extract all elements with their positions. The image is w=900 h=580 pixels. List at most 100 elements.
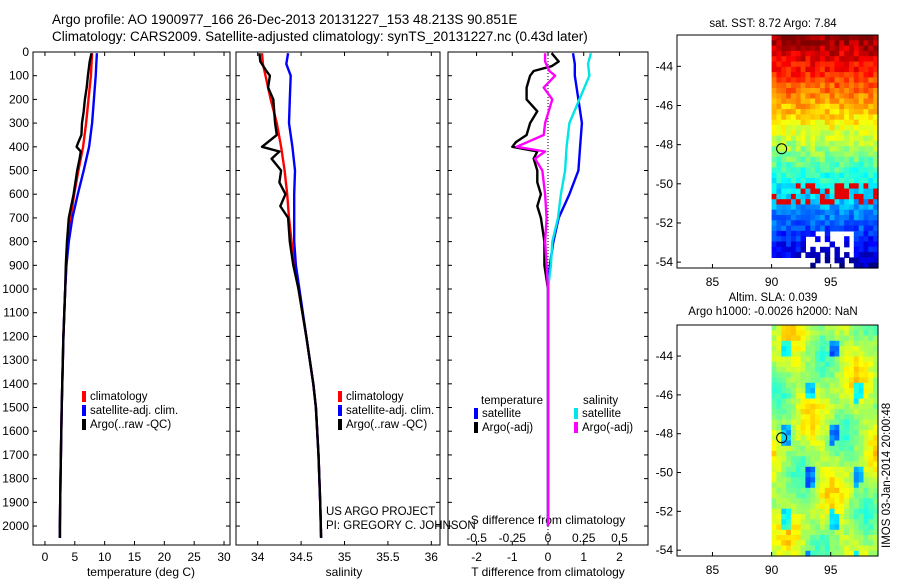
map-cell (820, 393, 826, 400)
map-cell (805, 482, 811, 489)
map-cell (829, 372, 835, 379)
map-cell (820, 50, 826, 57)
salinity-xlabel: salinity (326, 565, 363, 579)
map-cell (868, 361, 874, 368)
map-cell (853, 45, 860, 52)
salinity-series-line (258, 53, 323, 538)
map-cell (776, 493, 782, 499)
map-cell (853, 382, 860, 389)
map-cell (844, 193, 850, 200)
map-cell (873, 262, 879, 269)
map-cell (776, 204, 782, 211)
map-cell (790, 45, 797, 52)
map-cell (834, 367, 840, 373)
map-cell (824, 540, 831, 547)
map-cell (800, 372, 806, 379)
map-cell (771, 550, 777, 557)
map-cell (805, 77, 811, 84)
map-cell (795, 382, 802, 389)
map-cell (853, 372, 860, 379)
depth-tick-label: 0 (22, 45, 29, 59)
map-cell (776, 409, 782, 415)
difference-xtick-label: 0 (545, 550, 552, 564)
map-cell (824, 335, 831, 342)
map-cell (805, 351, 811, 358)
difference-legend-label: satellite (582, 408, 621, 420)
map-cell (786, 414, 792, 421)
map-cell (858, 199, 865, 206)
difference-top-tick-label: 0.5 (611, 531, 628, 545)
map-cell (820, 414, 826, 421)
map-cell (805, 403, 811, 410)
map-cell (771, 103, 777, 110)
map-cell (858, 77, 865, 84)
map-cell (776, 77, 782, 84)
map-cell (844, 535, 850, 541)
map-cell (829, 56, 835, 63)
map-cell (863, 466, 869, 473)
map-cell (795, 330, 802, 337)
map-cell (786, 424, 792, 431)
map-cell (858, 50, 865, 57)
map-cell (815, 340, 821, 347)
map-cell (790, 109, 797, 115)
map-cell (781, 119, 787, 126)
map-cell (781, 93, 787, 100)
map-cell (863, 372, 869, 379)
map-cell (824, 503, 831, 510)
map-cell (776, 98, 782, 105)
map-cell (853, 424, 860, 431)
map-cell (868, 508, 874, 515)
map-cell (863, 114, 869, 121)
map-cell (790, 167, 797, 174)
map-cell (868, 178, 874, 184)
map-cell (800, 393, 806, 400)
map-cell (858, 146, 865, 153)
map-cell (795, 236, 802, 243)
map-cell (805, 178, 811, 184)
map-cell (834, 88, 840, 94)
map-cell (820, 140, 826, 147)
map-cell (805, 340, 811, 347)
map-cell (873, 220, 879, 227)
map-cell (858, 66, 865, 73)
map-cell (781, 230, 787, 237)
map-cell (810, 493, 816, 499)
map-cell (805, 72, 811, 78)
map-cell (776, 151, 782, 158)
map-cell (873, 93, 879, 100)
map-cell (815, 456, 821, 463)
map-cell (863, 193, 869, 200)
map-cell (781, 66, 787, 73)
map-cell (868, 35, 874, 41)
map-cell (795, 346, 802, 352)
map-cell (786, 135, 792, 142)
map-cell (771, 503, 777, 510)
map-cell (776, 125, 782, 131)
map-cell (790, 403, 797, 410)
map-cell (820, 204, 826, 211)
map-cell (820, 461, 826, 468)
map-cell (853, 156, 860, 163)
map-cell (844, 45, 850, 52)
map-cell (771, 246, 777, 253)
map-cell (829, 440, 835, 447)
map-cell (786, 529, 792, 536)
map-cell (800, 140, 806, 147)
map-cell (810, 382, 816, 389)
difference-legend-swatch (574, 408, 578, 419)
map-cell (863, 346, 869, 352)
map-cell (805, 40, 811, 47)
map-cell (844, 430, 850, 436)
map-cell (839, 440, 845, 447)
map-cell (873, 514, 879, 520)
map-cell (844, 61, 850, 68)
map-cell (800, 424, 806, 431)
map-cell (795, 135, 802, 142)
map-cell (810, 130, 816, 137)
map-cell (815, 119, 821, 126)
map-cell (858, 262, 865, 269)
map-cell (810, 40, 816, 47)
map-cell (776, 66, 782, 73)
map-cell (805, 377, 811, 384)
